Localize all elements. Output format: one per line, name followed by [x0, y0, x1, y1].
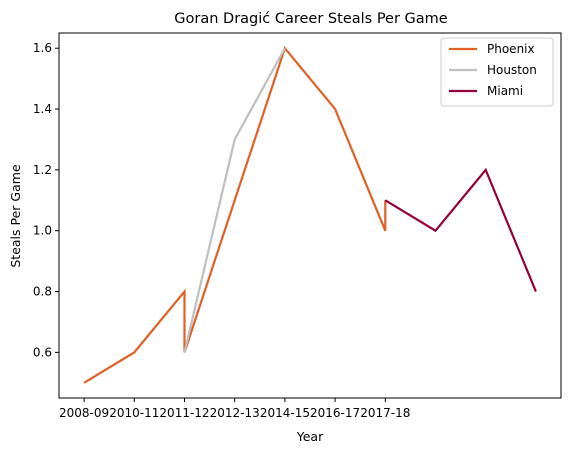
x-tick-label: 2008-09 — [59, 406, 109, 420]
x-tick-label: 2017-18 — [360, 406, 410, 420]
plot-frame — [58, 32, 562, 399]
legend-box — [440, 37, 554, 107]
y-tick-label: 0.6 — [33, 345, 52, 359]
y-tick-label: 1.0 — [33, 224, 52, 238]
x-tick-label: 2012-13 — [210, 406, 260, 420]
x-axis-label: Year — [296, 429, 324, 444]
x-tick-label: 2016-17 — [310, 406, 360, 420]
y-axis-label: Steals Per Game — [8, 164, 23, 268]
x-tick-label: 2011-12 — [159, 406, 209, 420]
y-axis-ticks: 0.6 0.8 1.0 1.2 1.4 1.6 — [33, 41, 59, 359]
chart-title: Goran Dragić Career Steals Per Game — [174, 11, 447, 27]
legend: Phoenix Houston Miami — [440, 37, 554, 107]
x-tick-label: 2014-15 — [260, 406, 310, 420]
x-axis-ticks: 2008-09 2010-11 2011-12 2012-13 2014-15 2016-… — [59, 398, 410, 420]
y-tick-label: 1.2 — [33, 163, 52, 177]
legend-label-miami: Miami — [487, 84, 523, 98]
legend-label-houston: Houston — [487, 63, 537, 77]
y-tick-label: 1.6 — [33, 41, 52, 55]
series-line-phoenix — [83, 45, 387, 384]
x-tick-label: 2010-11 — [109, 406, 159, 420]
series-line-houston — [183, 47, 286, 353]
legend-label-phoenix: Phoenix — [487, 42, 535, 56]
series-layer — [83, 45, 537, 384]
y-tick-label: 0.8 — [33, 285, 52, 299]
y-tick-label: 1.4 — [33, 102, 52, 116]
series-line-miami — [384, 167, 537, 292]
